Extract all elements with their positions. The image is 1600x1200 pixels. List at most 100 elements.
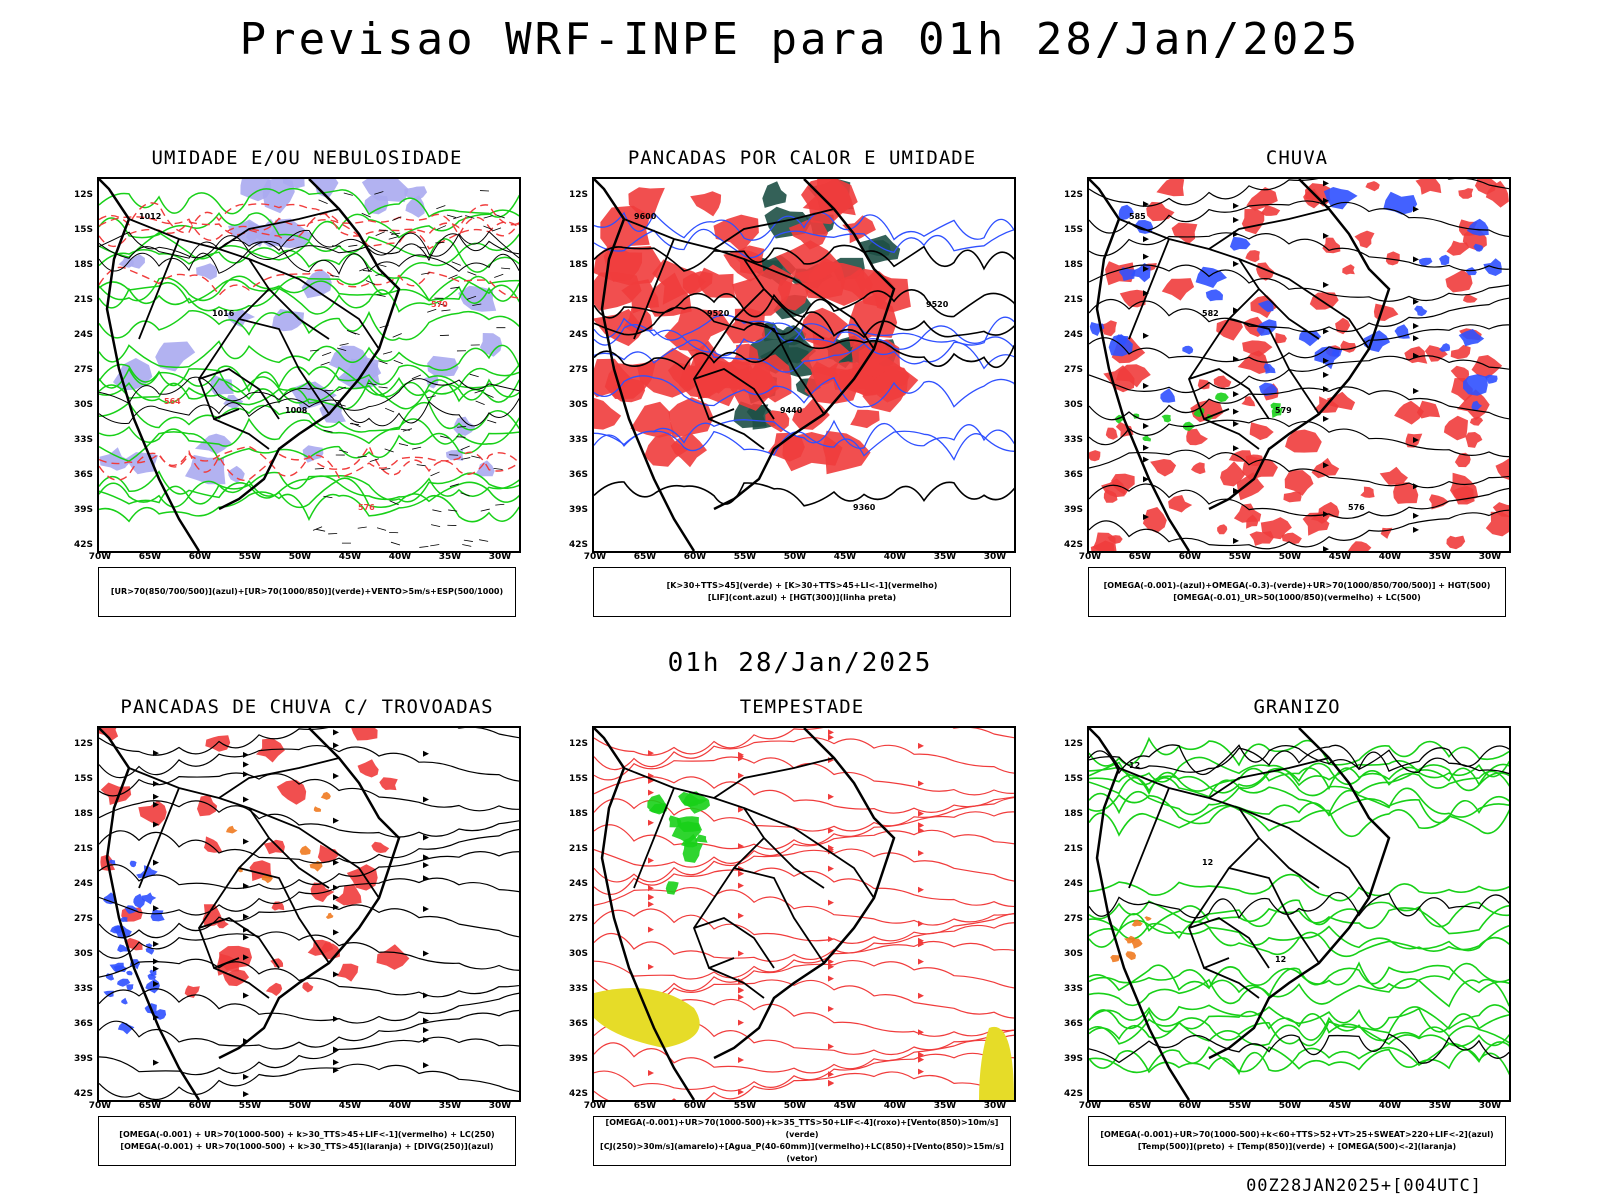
rain-area	[1236, 472, 1265, 501]
streamline	[1089, 200, 1509, 238]
streamline	[1089, 449, 1509, 489]
storm-area	[644, 432, 689, 467]
streamline	[1089, 179, 1509, 207]
rain-area	[1142, 507, 1167, 533]
lon-tick-label: 30W	[1478, 552, 1502, 562]
lat-tick-label: 27S	[568, 914, 588, 924]
omega500-area	[1131, 919, 1143, 927]
humidity-high-area	[427, 355, 459, 377]
omega-area	[1484, 374, 1498, 384]
divergence-area	[150, 909, 165, 922]
rain-area	[1237, 350, 1271, 374]
streamline-arrow	[1143, 332, 1149, 339]
wind-vector	[374, 191, 384, 195]
lon-tick-label: 30W	[488, 552, 512, 562]
omega-area	[1439, 343, 1451, 352]
divergence-area	[117, 944, 129, 953]
wind850-area	[668, 815, 682, 828]
wind-vector	[427, 308, 437, 313]
lat-tick-label: 21S	[73, 844, 93, 854]
wind-vector	[412, 446, 422, 450]
divergence-area	[103, 892, 116, 905]
omega-area	[1471, 400, 1482, 411]
rain-area	[1197, 379, 1210, 390]
map-panel: 1012 1016 1008 576 570 564	[97, 177, 521, 553]
streamline-arrow	[738, 843, 744, 850]
streamline-arrow	[333, 1046, 339, 1053]
streamline	[594, 1071, 1014, 1100]
rain-area	[1469, 416, 1484, 426]
humidity-high-area	[210, 374, 234, 396]
lon-tick-label: 35W	[1428, 1101, 1452, 1111]
wind-vector	[338, 449, 349, 453]
humidity-low-contour	[99, 231, 519, 261]
streamline-arrow	[828, 1005, 834, 1012]
divergence-area	[109, 859, 116, 865]
lon-tick-label: 40W	[388, 552, 412, 562]
wind-vector	[315, 528, 326, 532]
lat-tick-label: 18S	[1063, 260, 1083, 270]
wind-vector	[421, 272, 431, 275]
contour-label: 582	[1202, 309, 1219, 318]
lon-tick-label: 70W	[88, 1101, 112, 1111]
humidity-low-contour	[99, 363, 519, 394]
rain-area	[1168, 495, 1193, 513]
wind-vector	[330, 274, 340, 278]
lon-tick-label: 45W	[338, 1101, 362, 1111]
political-borders	[1118, 208, 1370, 450]
lon-tick-label: 30W	[1478, 1101, 1502, 1111]
panel-legend: [UR>70(850/700/500)](azul)+[UR>70(1000/8…	[98, 567, 516, 617]
wind-vector	[484, 393, 494, 398]
omega-area	[1259, 382, 1278, 397]
map-canvas: 1012 1016 1008 576 570 564	[99, 179, 519, 551]
streamline-arrow	[828, 729, 834, 736]
hgt300-contour	[594, 289, 1014, 319]
rain-area	[1360, 486, 1375, 498]
rain-area	[1458, 188, 1474, 199]
streamline-arrow	[918, 780, 924, 787]
lat-tick-label: 36S	[568, 1019, 588, 1029]
divergence-area	[121, 997, 128, 1005]
lat-tick-label: 12S	[73, 190, 93, 200]
rain-area	[1379, 466, 1408, 485]
wind-vector	[359, 266, 369, 272]
thunderstorm-area	[302, 982, 314, 993]
streamline	[99, 828, 519, 864]
divergence-area	[149, 969, 157, 977]
streamline-arrow	[1413, 256, 1419, 263]
streamline-arrow	[1413, 335, 1419, 342]
streamline-arrow	[1233, 408, 1239, 415]
rain-area	[1450, 365, 1470, 384]
rain-area	[1111, 473, 1135, 496]
strong-omega-area	[1271, 408, 1283, 418]
streamline-arrow	[738, 1019, 744, 1026]
streamline-arrow	[1413, 526, 1419, 533]
streamline-arrow	[648, 901, 654, 908]
streamline-arrow	[1143, 236, 1149, 243]
wind-vector	[449, 483, 460, 487]
wind-vector	[463, 539, 473, 542]
thunderstorm-area	[376, 944, 410, 970]
rain-area	[1150, 459, 1177, 477]
divergence-area	[109, 962, 124, 973]
divergence-area	[145, 947, 155, 955]
divergence-area	[133, 893, 146, 909]
wind-vector	[487, 419, 497, 424]
streamline-arrow	[423, 796, 429, 803]
omega-area	[1257, 300, 1274, 313]
temp850-contour	[1089, 1020, 1509, 1047]
lat-tick-label: 39S	[1063, 1054, 1083, 1064]
lat-tick-label: 12S	[73, 739, 93, 749]
streamline-arrow	[1233, 537, 1239, 544]
streamline-arrow	[1143, 476, 1149, 483]
streamline-arrow	[1233, 487, 1239, 494]
legend-line: [OMEGA(-0.001) + UR>70(1000-500) + k>30_…	[119, 1130, 495, 1139]
wind-vector	[377, 263, 387, 267]
wind-vector	[417, 246, 427, 249]
humidity-low-contour	[99, 275, 519, 302]
wind850-area	[694, 834, 708, 843]
lon-tick-label: 60W	[683, 1101, 707, 1111]
wind-vector	[378, 360, 388, 365]
streamline	[594, 796, 1014, 832]
streamline-arrow	[1323, 281, 1329, 288]
